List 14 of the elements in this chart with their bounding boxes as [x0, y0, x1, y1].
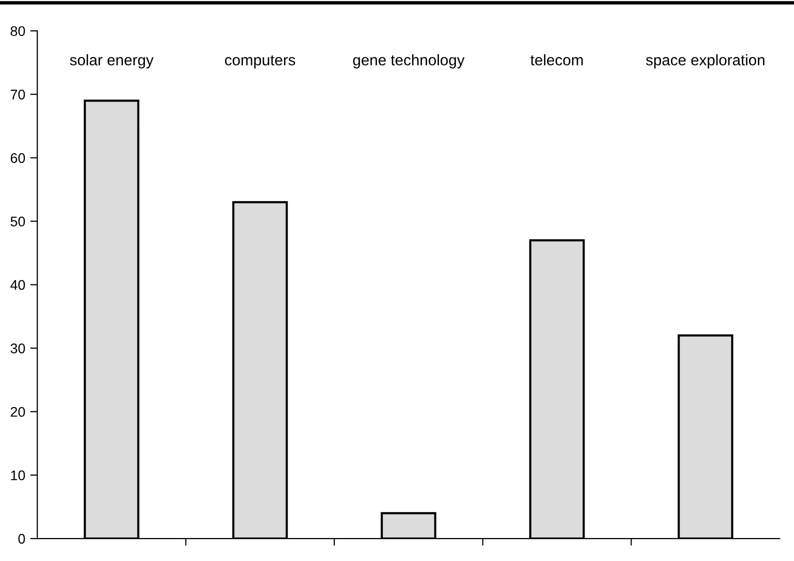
x-tick-label: telecom [530, 54, 583, 66]
y-tick-label: 60 [10, 153, 25, 163]
y-tick-label: 70 [10, 90, 25, 100]
y-tick-label: 40 [10, 280, 25, 290]
y-tick-label: 30 [10, 344, 25, 354]
x-tick-label: solar energy [70, 54, 154, 68]
x-tick-label: computers [225, 55, 296, 68]
y-tick-label: 20 [10, 406, 25, 417]
y-tick-label: 50 [10, 216, 25, 226]
x-tick-label: space exploration [646, 54, 764, 68]
y-tick-label: 10 [11, 470, 25, 480]
y-tick-label: 80 [10, 26, 25, 36]
x-tick-label: gene technology [353, 54, 465, 68]
y-tick-label: 0 [18, 534, 25, 544]
